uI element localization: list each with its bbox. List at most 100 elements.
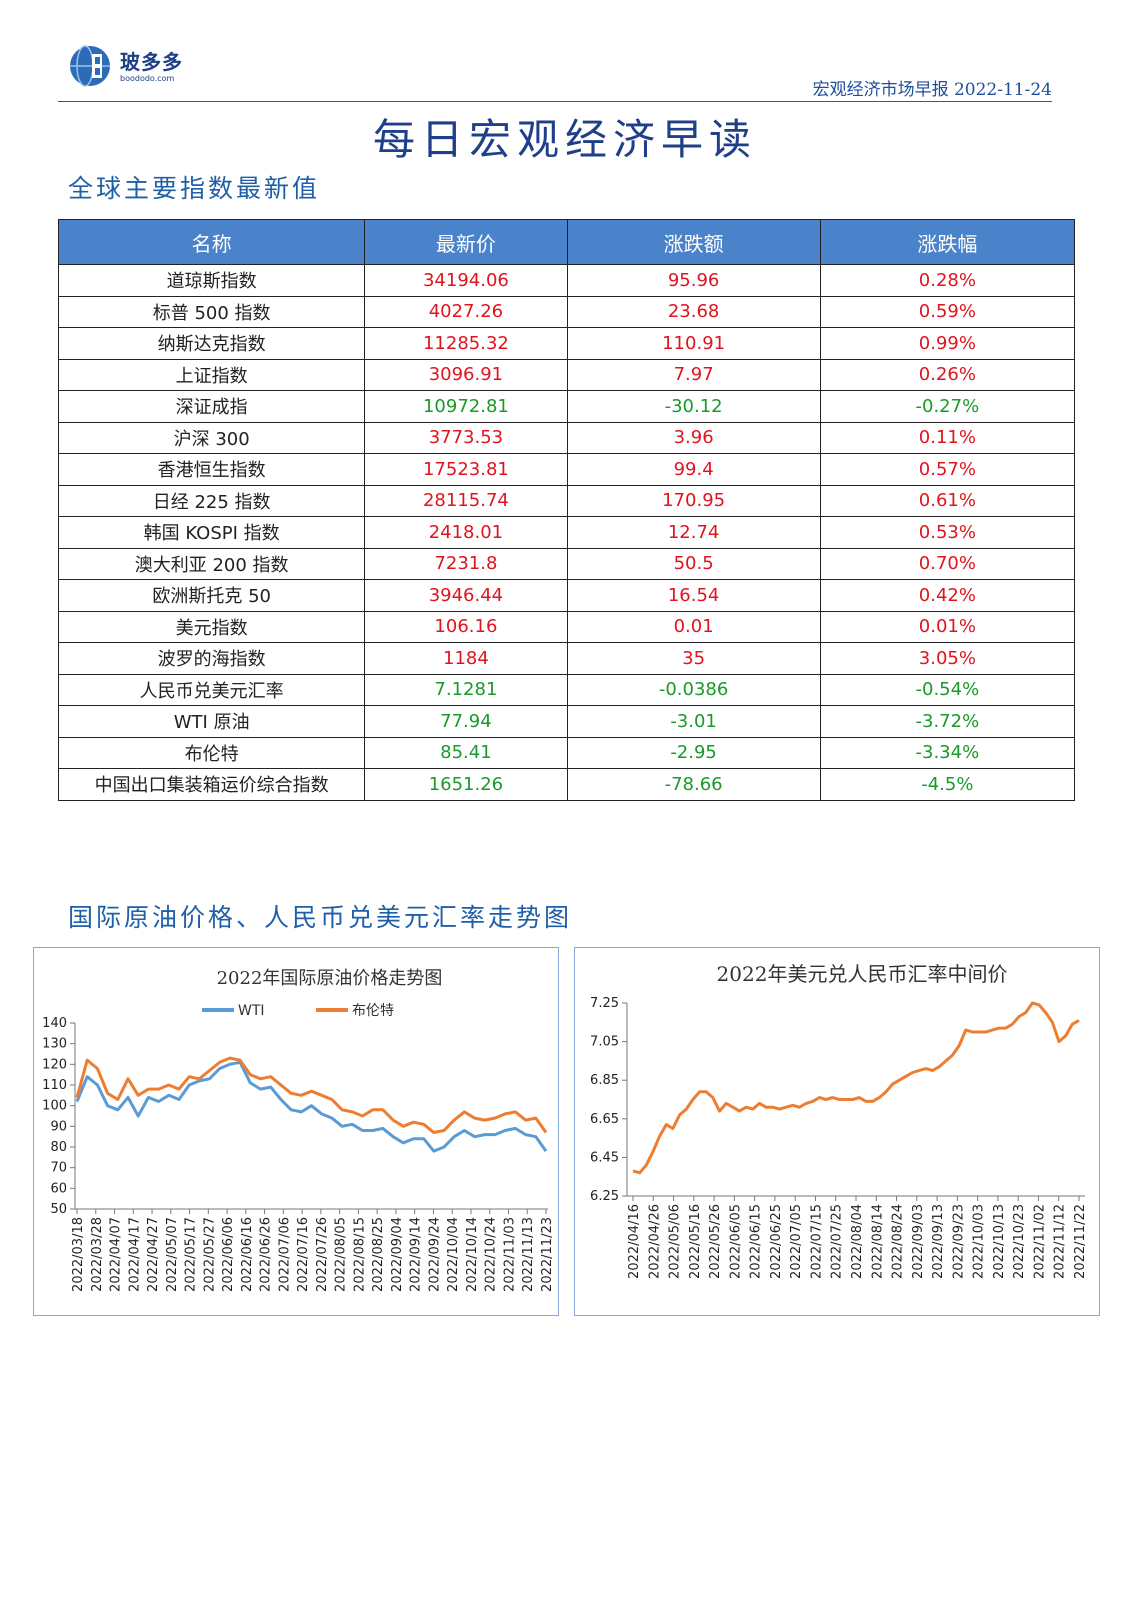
index-table: 名称 最新价 涨跌额 涨跌幅 道琼斯指数 34194.06 95.96 0.28% 标普…	[57, 219, 1076, 801]
x-tick-label: 2022/06/16	[240, 1217, 255, 1292]
y-tick-label: 80	[50, 1140, 67, 1155]
x-tick-label: 2022/07/15	[809, 1204, 824, 1279]
index-price-cell: 7.1281	[364, 673, 568, 706]
table-row: 韩国 KOSPI 指数 2418.01 12.74 0.53%	[57, 516, 1076, 549]
x-tick-label: 2022/05/07	[165, 1217, 180, 1292]
index-name-cell: 日经 225 指数	[57, 484, 366, 517]
index-name-cell: 欧洲斯托克 50	[57, 579, 366, 612]
x-tick-label: 2022/10/13	[992, 1204, 1007, 1279]
x-tick-label: 2022/03/28	[90, 1217, 105, 1292]
cny-rate-chart: 2022年美元兑人民币汇率中间价 7.25 7.05 6.85 6.65 6.45 6.25…	[574, 947, 1100, 1316]
index-pct-cell: 0.61%	[819, 484, 1076, 517]
index-change-cell: -2.95	[566, 736, 821, 769]
index-change-cell: -78.66	[566, 768, 821, 801]
x-tick-label: 2022/11/13	[521, 1217, 536, 1292]
index-price-cell: 28115.74	[364, 484, 568, 517]
table-row: 中国出口集装箱运价综合指数 1651.26 -78.66 -4.5%	[57, 768, 1076, 801]
chart-title: 2022年美元兑人民币汇率中间价	[717, 962, 1008, 986]
index-change-cell: 0.01	[566, 610, 821, 643]
table-row: 纳斯达克指数 11285.32 110.91 0.99%	[57, 327, 1076, 360]
x-tick-label: 2022/07/16	[296, 1217, 311, 1292]
oil-price-chart: 2022年国际原油价格走势图 140 130 120 110 100 90 80 70 60 50 2…	[33, 947, 559, 1316]
table-row: 欧洲斯托克 50 3946.44 16.54 0.42%	[57, 579, 1076, 612]
x-tick-label: 2022/11/12	[1053, 1204, 1068, 1279]
index-price-cell: 85.41	[364, 736, 568, 769]
index-pct-cell: 0.01%	[819, 610, 1076, 643]
x-tick-label: 2022/09/13	[931, 1204, 946, 1279]
y-tick-label: 100	[42, 1099, 67, 1114]
y-tick-label: 130	[42, 1037, 67, 1052]
x-tick-label: 2022/11/23	[540, 1217, 555, 1292]
index-price-cell: 7231.8	[364, 547, 568, 580]
oil-price-chart-svg: 2022年国际原油价格走势图 140 130 120 110 100 90 80 70 60 50 2…	[42, 968, 555, 1292]
index-name-cell: 香港恒生指数	[57, 453, 366, 486]
index-pct-cell: -0.27%	[819, 390, 1076, 423]
x-tick-label: 2022/07/06	[277, 1217, 292, 1292]
index-change-cell: 3.96	[566, 421, 821, 454]
x-tick-label: 2022/05/26	[708, 1204, 723, 1279]
x-tick-label: 2022/05/16	[688, 1204, 703, 1279]
x-tick-label: 2022/05/17	[184, 1217, 199, 1292]
table-header-row: 名称 最新价 涨跌额 涨跌幅	[57, 219, 1076, 265]
x-tick-label: 2022/10/24	[484, 1217, 499, 1292]
index-price-cell: 3946.44	[364, 579, 568, 612]
index-pct-cell: 0.11%	[819, 421, 1076, 454]
x-tick-label: 2022/08/24	[891, 1204, 906, 1279]
x-tick-label: 2022/10/14	[465, 1217, 480, 1292]
index-pct-cell: 0.57%	[819, 453, 1076, 486]
index-price-cell: 17523.81	[364, 453, 568, 486]
table-row: 香港恒生指数 17523.81 99.4 0.57%	[57, 453, 1076, 486]
header-divider	[58, 101, 1052, 102]
column-header-price: 最新价	[364, 219, 568, 265]
y-tick-label: 7.05	[590, 1035, 619, 1050]
x-tick-label: 2022/09/24	[427, 1217, 442, 1292]
index-change-cell: 99.4	[566, 453, 821, 486]
index-name-cell: 沪深 300	[57, 421, 366, 454]
y-tick-label: 70	[50, 1161, 67, 1176]
index-price-cell: 3773.53	[364, 421, 568, 454]
table-row: 深证成指 10972.81 -30.12 -0.27%	[57, 390, 1076, 423]
index-change-cell: 12.74	[566, 516, 821, 549]
index-pct-cell: 3.05%	[819, 642, 1076, 675]
index-pct-cell: -3.34%	[819, 736, 1076, 769]
index-price-cell: 1651.26	[364, 768, 568, 801]
index-pct-cell: -3.72%	[819, 705, 1076, 738]
index-price-cell: 34194.06	[364, 264, 568, 297]
index-name-cell: 中国出口集装箱运价综合指数	[57, 768, 366, 801]
index-name-cell: 深证成指	[57, 390, 366, 423]
index-name-cell: 标普 500 指数	[57, 295, 366, 328]
y-tick-label: 110	[42, 1078, 67, 1093]
x-tick-label: 2022/11/03	[502, 1217, 517, 1292]
table-row: 人民币兑美元汇率 7.1281 -0.0386 -0.54%	[57, 673, 1076, 706]
table-row: 上证指数 3096.91 7.97 0.26%	[57, 358, 1076, 391]
table-row: 道琼斯指数 34194.06 95.96 0.28%	[57, 264, 1076, 297]
x-tick-label: 2022/06/05	[728, 1204, 743, 1279]
report-date-line: 宏观经济市场早报 2022-11-24	[812, 80, 1052, 100]
x-tick-label: 2022/10/03	[972, 1204, 987, 1279]
table-row: WTI 原油 77.94 -3.01 -3.72%	[57, 705, 1076, 738]
x-tick-label: 2022/03/18	[71, 1217, 86, 1292]
x-tick-label: 2022/08/25	[371, 1217, 386, 1292]
index-name-cell: 澳大利亚 200 指数	[57, 547, 366, 580]
index-price-cell: 3096.91	[364, 358, 568, 391]
index-name-cell: 上证指数	[57, 358, 366, 391]
x-tick-label: 2022/08/05	[334, 1217, 349, 1292]
index-pct-cell: -0.54%	[819, 673, 1076, 706]
index-pct-cell: 0.59%	[819, 295, 1076, 328]
y-tick-label: 6.85	[590, 1073, 619, 1088]
x-tick-label: 2022/04/16	[627, 1204, 642, 1279]
index-price-cell: 106.16	[364, 610, 568, 643]
column-header-change: 涨跌额	[566, 219, 821, 265]
x-tick-label: 2022/04/26	[647, 1204, 662, 1279]
table-row: 美元指数 106.16 0.01 0.01%	[57, 610, 1076, 643]
index-name-cell: 人民币兑美元汇率	[57, 673, 366, 706]
index-change-cell: 95.96	[566, 264, 821, 297]
logo-globe-icon	[70, 45, 110, 87]
index-price-cell: 77.94	[364, 705, 568, 738]
index-change-cell: 23.68	[566, 295, 821, 328]
x-tick-label: 2022/07/26	[315, 1217, 330, 1292]
index-price-cell: 11285.32	[364, 327, 568, 360]
x-tick-label: 2022/05/27	[202, 1217, 217, 1292]
x-tick-label: 2022/06/26	[259, 1217, 274, 1292]
legend-label: 布伦特	[352, 1003, 394, 1019]
